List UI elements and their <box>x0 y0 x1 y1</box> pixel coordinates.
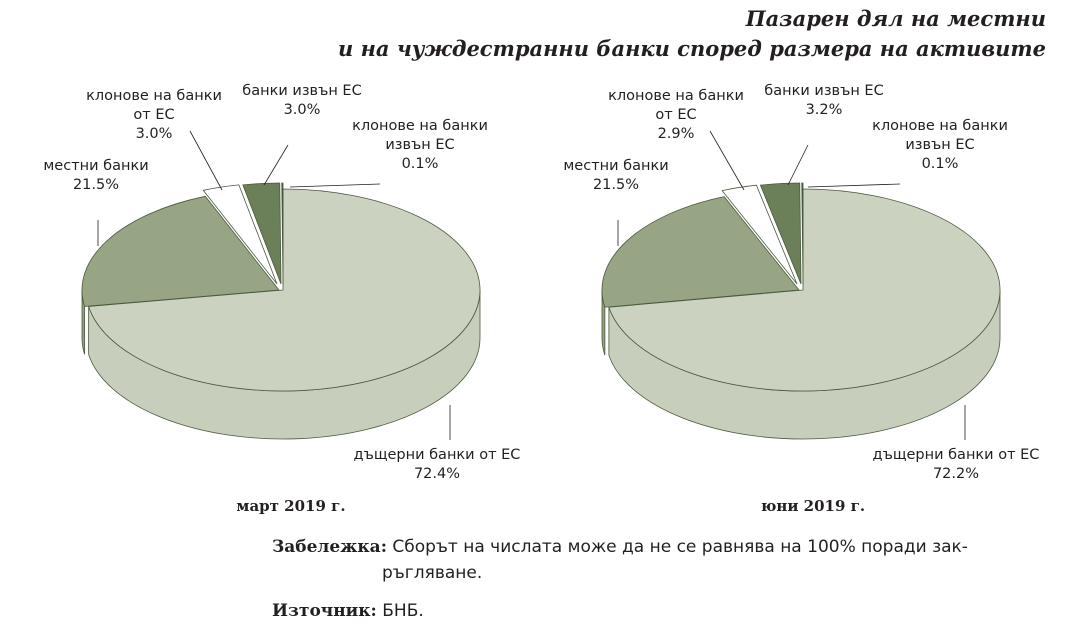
pie1-label-outside-eu-text: банки извън ЕС <box>242 83 361 99</box>
note: Забележка: Сборът на числата може да не … <box>272 537 968 557</box>
pie1-label-branches-eu-text: от ЕС <box>133 107 174 123</box>
pie2-period: юни 2019 г. <box>761 497 865 515</box>
chart-title-line-1: Пазарен дял на местни <box>745 6 1046 31</box>
pie1-label-local-value: 21.5% <box>73 177 119 193</box>
pie1-label-subsidiaries-value: 72.4% <box>414 466 460 482</box>
pie2-label-outside-eu-text: банки извън ЕС <box>764 83 883 99</box>
pie1-period: март 2019 г. <box>236 497 345 515</box>
pie2-label-branches-eu-value: 2.9% <box>658 126 695 142</box>
note-continuation: ръгляване. <box>382 563 482 583</box>
pie2-slice-outside-eu <box>759 182 802 285</box>
note-text-line-1: Сборът на числата може да не се равнява … <box>392 537 968 557</box>
pie1-slice-local <box>81 195 280 307</box>
pie2-leader-line-branches-eu <box>709 130 745 191</box>
pie-chart-2: дъщерни банки от ЕС 72.2% местни банки 21.5… <box>563 83 1039 515</box>
pie1-slice-outside-eu <box>242 182 282 285</box>
pie1-label-branches-outside-eu-text: извън ЕС <box>385 137 454 153</box>
pie2-label-local-value: 21.5% <box>593 177 639 193</box>
pie1-label-branches-eu-value: 3.0% <box>136 126 173 142</box>
pie2-slice-local <box>601 196 800 308</box>
pie2-label-local-text: местни банки <box>563 158 668 174</box>
pie1-slice-branches-outside-eu <box>281 182 284 285</box>
pie2-label-branches-outside-eu-text: клонове на банки <box>872 118 1008 134</box>
pie1-label-branches-eu-text: клонове на банки <box>86 88 222 104</box>
pie2-slice-branches-eu <box>721 184 798 285</box>
note-label: Забележка: <box>272 537 387 557</box>
pie2-label-branches-eu-text: от ЕС <box>655 107 696 123</box>
pie2-slice-subsidiaries <box>608 188 1001 392</box>
pie1-leader-line-branches-outside-eu <box>289 183 381 188</box>
source-label: Източник: <box>272 601 377 621</box>
pie2-label-subsidiaries-text: дъщерни банки от ЕС <box>873 447 1040 463</box>
pie2-leader-line-branches-outside-eu <box>807 183 901 188</box>
pie1-label-branches-outside-eu-value: 0.1% <box>402 156 439 172</box>
pie2-label-branches-outside-eu-value: 0.1% <box>922 156 959 172</box>
pie1-leader-line-outside-eu <box>263 144 289 186</box>
chart-title-line-2: и на чуждестранни банки според размера н… <box>338 36 1046 61</box>
pie-chart-1: дъщерни банки от ЕС 72.4% местни банки 21.5… <box>43 83 520 515</box>
pie2-slice-branches-outside-eu <box>801 182 804 285</box>
pie1-label-branches-outside-eu-text: клонове на банки <box>352 118 488 134</box>
pie1-label-outside-eu-value: 3.0% <box>284 102 321 118</box>
pie2-label-outside-eu-value: 3.2% <box>806 102 843 118</box>
pie1-slice-subsidiaries <box>88 188 481 392</box>
pie2-label-branches-outside-eu-text: извън ЕС <box>905 137 974 153</box>
source-text: БНБ. <box>382 601 424 621</box>
pie2-label-branches-eu-text: клонове на банки <box>608 88 744 104</box>
pie2-label-subsidiaries-value: 72.2% <box>933 466 979 482</box>
pie1-label-local-text: местни банки <box>43 158 148 174</box>
pie1-leader-line-branches-eu <box>189 130 223 191</box>
pie1-label-subsidiaries-text: дъщерни банки от ЕС <box>354 447 521 463</box>
source: Източник: БНБ. <box>272 601 424 621</box>
pie2-leader-line-outside-eu <box>787 144 809 186</box>
note-text-line-2: ръгляване. <box>382 563 483 583</box>
